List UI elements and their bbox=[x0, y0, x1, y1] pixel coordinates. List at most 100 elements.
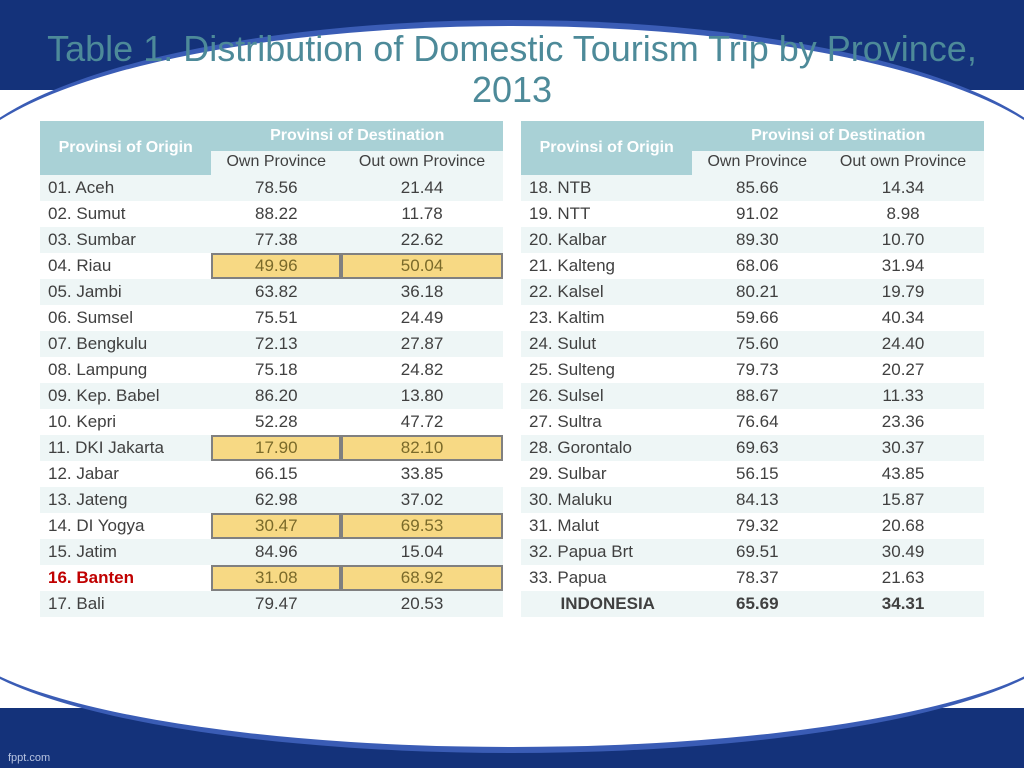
out-own-province-value: 11.33 bbox=[822, 383, 984, 409]
table-row: 26. Sulsel88.6711.33 bbox=[521, 383, 984, 409]
out-own-province-value: 34.31 bbox=[822, 591, 984, 617]
province-name: 31. Malut bbox=[521, 513, 692, 539]
own-province-value: 49.96 bbox=[211, 253, 341, 279]
province-name: 08. Lampung bbox=[40, 357, 211, 383]
table-row: 28. Gorontalo69.6330.37 bbox=[521, 435, 984, 461]
out-own-province-value: 47.72 bbox=[341, 409, 503, 435]
province-name: 11. DKI Jakarta bbox=[40, 435, 211, 461]
out-own-province-value: 50.04 bbox=[341, 253, 503, 279]
table-row: 11. DKI Jakarta17.9082.10 bbox=[40, 435, 503, 461]
province-name: 04. Riau bbox=[40, 253, 211, 279]
own-province-value: 72.13 bbox=[211, 331, 341, 357]
own-province-value: 69.51 bbox=[692, 539, 822, 565]
slide-bottom-frame bbox=[0, 708, 1024, 768]
out-own-province-value: 15.87 bbox=[822, 487, 984, 513]
table-row: 25. Sulteng79.7320.27 bbox=[521, 357, 984, 383]
table-row: 23. Kaltim59.6640.34 bbox=[521, 305, 984, 331]
out-own-province-value: 36.18 bbox=[341, 279, 503, 305]
province-name: 27. Sultra bbox=[521, 409, 692, 435]
own-province-value: 76.64 bbox=[692, 409, 822, 435]
table-row: 30. Maluku84.1315.87 bbox=[521, 487, 984, 513]
province-name: 33. Papua bbox=[521, 565, 692, 591]
province-name: 09. Kep. Babel bbox=[40, 383, 211, 409]
col-out: Out own Province bbox=[341, 151, 503, 175]
own-province-value: 84.13 bbox=[692, 487, 822, 513]
table-row: 16. Banten31.0868.92 bbox=[40, 565, 503, 591]
province-name: 26. Sulsel bbox=[521, 383, 692, 409]
own-province-value: 84.96 bbox=[211, 539, 341, 565]
province-name: 14. DI Yogya bbox=[40, 513, 211, 539]
table-row: 09. Kep. Babel86.2013.80 bbox=[40, 383, 503, 409]
province-name: 10. Kepri bbox=[40, 409, 211, 435]
province-name: 05. Jambi bbox=[40, 279, 211, 305]
out-own-province-value: 37.02 bbox=[341, 487, 503, 513]
own-province-value: 75.51 bbox=[211, 305, 341, 331]
province-name: 06. Sumsel bbox=[40, 305, 211, 331]
table-row: 01. Aceh78.5621.44 bbox=[40, 175, 503, 201]
province-name: 12. Jabar bbox=[40, 461, 211, 487]
out-own-province-value: 27.87 bbox=[341, 331, 503, 357]
province-name: 22. Kalsel bbox=[521, 279, 692, 305]
out-own-province-value: 30.49 bbox=[822, 539, 984, 565]
province-name: 32. Papua Brt bbox=[521, 539, 692, 565]
province-name: 23. Kaltim bbox=[521, 305, 692, 331]
province-name: 20. Kalbar bbox=[521, 227, 692, 253]
out-own-province-value: 31.94 bbox=[822, 253, 984, 279]
col-origin: Provinsi of Origin bbox=[40, 121, 211, 175]
own-province-value: 52.28 bbox=[211, 409, 341, 435]
col-dest: Provinsi of Destination bbox=[692, 121, 984, 151]
own-province-value: 89.30 bbox=[692, 227, 822, 253]
own-province-value: 59.66 bbox=[692, 305, 822, 331]
province-name: 19. NTT bbox=[521, 201, 692, 227]
province-name: 16. Banten bbox=[40, 565, 211, 591]
own-province-value: 85.66 bbox=[692, 175, 822, 201]
own-province-value: 63.82 bbox=[211, 279, 341, 305]
table-row: 05. Jambi63.8236.18 bbox=[40, 279, 503, 305]
out-own-province-value: 14.34 bbox=[822, 175, 984, 201]
own-province-value: 78.37 bbox=[692, 565, 822, 591]
table-row: 07. Bengkulu72.1327.87 bbox=[40, 331, 503, 357]
own-province-value: 79.32 bbox=[692, 513, 822, 539]
out-own-province-value: 15.04 bbox=[341, 539, 503, 565]
col-out: Out own Province bbox=[822, 151, 984, 175]
province-name: 21. Kalteng bbox=[521, 253, 692, 279]
table-row: 27. Sultra76.6423.36 bbox=[521, 409, 984, 435]
own-province-value: 88.67 bbox=[692, 383, 822, 409]
table-row: 06. Sumsel75.5124.49 bbox=[40, 305, 503, 331]
own-province-value: 75.18 bbox=[211, 357, 341, 383]
out-own-province-value: 20.53 bbox=[341, 591, 503, 617]
table-row: 04. Riau49.9650.04 bbox=[40, 253, 503, 279]
out-own-province-value: 11.78 bbox=[341, 201, 503, 227]
table-row: 15. Jatim84.9615.04 bbox=[40, 539, 503, 565]
out-own-province-value: 24.40 bbox=[822, 331, 984, 357]
table-row: 33. Papua78.3721.63 bbox=[521, 565, 984, 591]
table-row: 03. Sumbar77.3822.62 bbox=[40, 227, 503, 253]
out-own-province-value: 43.85 bbox=[822, 461, 984, 487]
own-province-value: 91.02 bbox=[692, 201, 822, 227]
own-province-value: 77.38 bbox=[211, 227, 341, 253]
table-row: 21. Kalteng68.0631.94 bbox=[521, 253, 984, 279]
out-own-province-value: 10.70 bbox=[822, 227, 984, 253]
own-province-value: 69.63 bbox=[692, 435, 822, 461]
province-name: 24. Sulut bbox=[521, 331, 692, 357]
table-row: 29. Sulbar56.1543.85 bbox=[521, 461, 984, 487]
slide-content: Table 1. Distribution of Domestic Touris… bbox=[0, 0, 1024, 617]
out-own-province-value: 69.53 bbox=[341, 513, 503, 539]
province-name: 03. Sumbar bbox=[40, 227, 211, 253]
own-province-value: 88.22 bbox=[211, 201, 341, 227]
table-row: 02. Sumut88.2211.78 bbox=[40, 201, 503, 227]
table-row: INDONESIA65.6934.31 bbox=[521, 591, 984, 617]
province-name: 02. Sumut bbox=[40, 201, 211, 227]
own-province-value: 80.21 bbox=[692, 279, 822, 305]
out-own-province-value: 8.98 bbox=[822, 201, 984, 227]
out-own-province-value: 20.27 bbox=[822, 357, 984, 383]
out-own-province-value: 23.36 bbox=[822, 409, 984, 435]
col-dest: Provinsi of Destination bbox=[211, 121, 503, 151]
table-row: 20. Kalbar89.3010.70 bbox=[521, 227, 984, 253]
table-row: 13. Jateng62.9837.02 bbox=[40, 487, 503, 513]
out-own-province-value: 20.68 bbox=[822, 513, 984, 539]
own-province-value: 65.69 bbox=[692, 591, 822, 617]
own-province-value: 86.20 bbox=[211, 383, 341, 409]
out-own-province-value: 13.80 bbox=[341, 383, 503, 409]
province-name: 07. Bengkulu bbox=[40, 331, 211, 357]
